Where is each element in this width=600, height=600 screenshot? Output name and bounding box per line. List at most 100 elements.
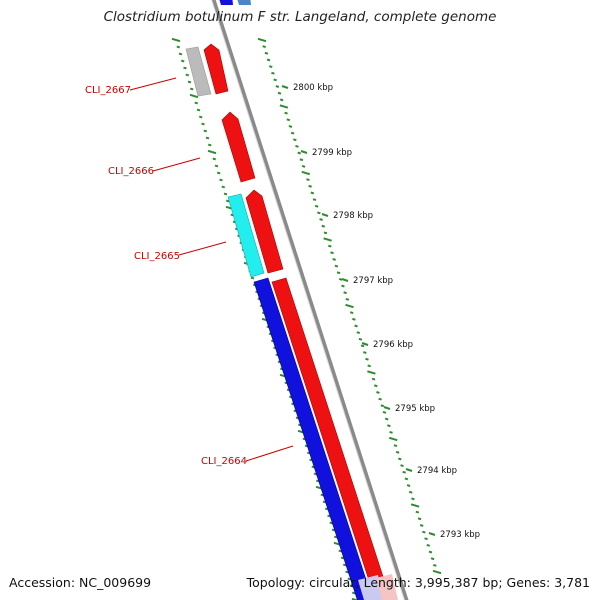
gene-label-cli-2665[interactable]: CLI_2665 — [134, 251, 180, 262]
kbp-tick — [308, 184, 312, 188]
gene-arrow-forward-small[interactable] — [203, 43, 229, 95]
genome-backbone — [211, 0, 409, 600]
gene-arrow-faded-bottom-red — [376, 574, 398, 600]
inner-tick — [221, 185, 226, 189]
kbp-tick — [264, 51, 269, 55]
inner-tick — [203, 129, 208, 133]
kbp-tick — [411, 497, 415, 501]
kbp-tick — [360, 344, 365, 348]
inner-tick — [351, 591, 356, 595]
kbp-major-tick — [428, 532, 436, 536]
kbp-tick — [295, 144, 299, 148]
kbp-tick — [430, 557, 435, 561]
inner-tick — [194, 101, 199, 105]
inner-tick — [171, 37, 181, 43]
inner-tick — [216, 171, 221, 175]
kbp-major-tick — [405, 468, 413, 472]
gene-label-cli-2667[interactable]: CLI_2667 — [85, 85, 131, 96]
kbp-major-tick — [341, 278, 349, 282]
kbp-major-tick — [300, 150, 308, 154]
kbp-tick — [432, 569, 442, 575]
gene-arrow-cli-2666[interactable] — [221, 111, 256, 183]
inner-tick — [351, 597, 360, 600]
kbp-tick — [345, 303, 354, 309]
kbp-tick — [352, 317, 356, 321]
kbp-tick — [328, 244, 332, 248]
kbp-tick — [365, 357, 369, 361]
inner-tick — [187, 80, 192, 84]
kbp-tick — [299, 158, 304, 162]
gene-leader-line — [152, 157, 201, 172]
kbp-tick — [257, 37, 267, 43]
kbp-tick — [398, 457, 402, 461]
kbp-tick — [428, 550, 433, 554]
kbp-tick — [367, 370, 376, 375]
accession-text: Accession: NC_009699 — [9, 575, 152, 590]
kbp-tick — [408, 490, 413, 494]
gene-arrow-cli-2665[interactable] — [227, 193, 265, 278]
kbp-tick — [332, 258, 336, 261]
kbp-label: 2800 kbp — [293, 83, 333, 93]
gene-arrow-blue-top[interactable] — [218, 0, 233, 5]
kbp-tick — [422, 530, 426, 534]
kbp-tick — [393, 444, 398, 448]
kbp-tick — [288, 125, 293, 128]
kbp-tick — [290, 131, 295, 135]
kbp-tick — [286, 118, 291, 122]
kbp-tick — [426, 543, 431, 547]
kbp-tick — [301, 164, 306, 168]
inner-tick — [198, 115, 203, 119]
gene-arrow-steel-top[interactable] — [236, 0, 251, 5]
kbp-tick — [277, 91, 282, 95]
kbp-tick — [382, 410, 387, 414]
kbp-tick — [371, 377, 376, 381]
kbp-tick — [297, 151, 301, 155]
kbp-label: 2797 kbp — [353, 276, 393, 286]
gene-label-cli-2664[interactable]: CLI_2664 — [201, 456, 247, 467]
kbp-tick — [367, 364, 371, 368]
kbp-major-tick — [383, 406, 391, 410]
gene-arrow-forward-long[interactable] — [271, 277, 391, 600]
kbp-label: 2795 kbp — [395, 404, 435, 414]
kbp-major-tick — [281, 85, 289, 89]
kbp-tick — [314, 204, 319, 208]
kbp-tick — [275, 85, 280, 88]
kbp-tick — [343, 291, 347, 295]
kbp-label: 2799 kbp — [312, 148, 352, 158]
inner-tick — [207, 143, 212, 147]
kbp-tick — [378, 397, 382, 401]
kbp-tick — [271, 71, 275, 75]
inner-tick — [347, 577, 352, 581]
kbp-tick — [358, 337, 363, 341]
kbp-tick — [424, 537, 428, 541]
kbp-tick — [268, 65, 273, 69]
kbp-tick — [301, 170, 311, 176]
kbp-tick — [402, 470, 406, 474]
kbp-tick — [334, 264, 339, 268]
inner-tick — [178, 52, 183, 56]
kbp-tick — [363, 351, 367, 354]
kbp-major-tick — [321, 213, 329, 217]
gene-arrow-forward-mid[interactable] — [245, 189, 284, 274]
inner-tick — [189, 87, 194, 91]
scale-ticks — [171, 37, 442, 600]
gene-label-cli-2666[interactable]: CLI_2666 — [108, 166, 154, 177]
kbp-tick — [306, 178, 310, 182]
gene-arrow-cli-2667[interactable] — [185, 46, 212, 97]
kbp-tick — [356, 331, 361, 335]
gene-labels: 2800 kbp 2799 kbp 2798 kbp 2797 kbp 2796 kbp… — [85, 77, 480, 540]
kbp-tick — [345, 297, 350, 301]
kbp-tick — [312, 198, 317, 202]
inner-tick — [345, 570, 349, 574]
genome-summary-text: Topology: circular; Length: 3,995,387 bp… — [246, 575, 590, 590]
kbp-tick — [321, 224, 326, 228]
kbp-tick — [319, 218, 323, 221]
kbp-tick — [310, 191, 315, 195]
gene-features — [185, 0, 409, 600]
inner-tick — [189, 93, 199, 99]
kbp-tick — [341, 284, 345, 288]
gene-leader-line — [245, 445, 294, 462]
kbp-tick — [293, 138, 297, 142]
kbp-tick — [317, 211, 321, 215]
